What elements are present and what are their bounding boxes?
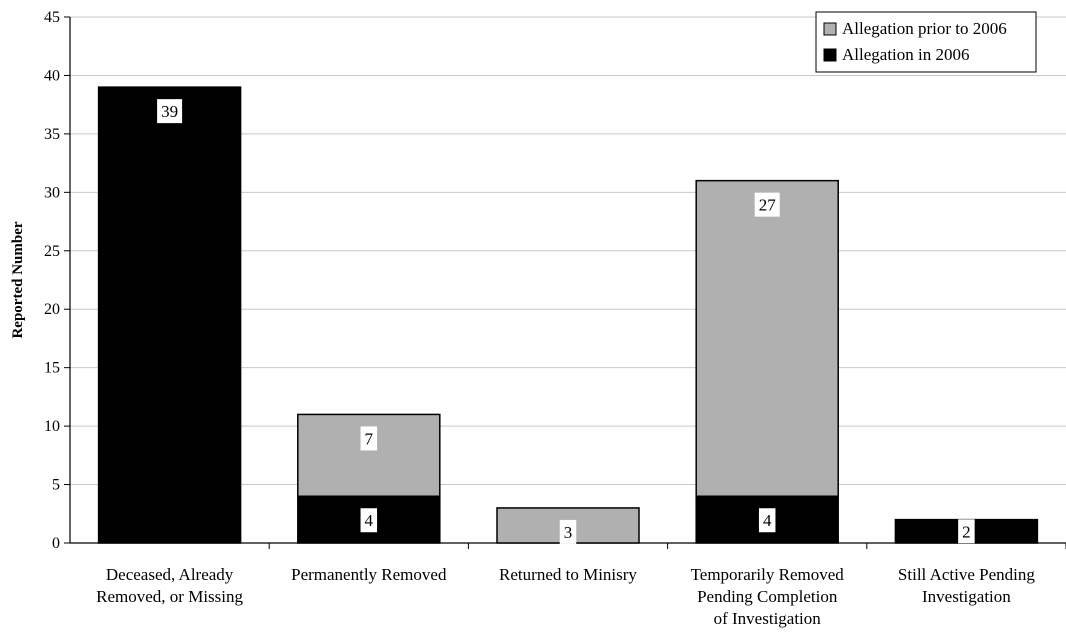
x-category-label: Temporarily Removed: [691, 565, 845, 584]
x-category-label: Returned to Minisry: [499, 565, 637, 584]
y-tick-label: 40: [44, 67, 60, 84]
data-label: 4: [365, 511, 374, 530]
y-tick-label: 20: [44, 301, 60, 318]
data-label-box: [157, 99, 183, 124]
y-axis-title: Reported Number: [10, 221, 26, 338]
data-label-box: [360, 508, 378, 533]
y-tick-label: 45: [44, 9, 60, 26]
y-tick-label: 15: [44, 360, 60, 377]
y-tick-label: 5: [52, 477, 60, 494]
data-label-box: [758, 508, 776, 533]
x-category-label: Still Active Pending: [898, 565, 1035, 584]
data-label-box: [559, 519, 577, 544]
y-tick-labels: 0 5 10 15 20 25 30 35 40 45: [44, 9, 70, 552]
y-tick-label: 10: [44, 418, 60, 435]
data-label-box: [360, 426, 378, 451]
legend-swatch: [823, 22, 837, 36]
legend-swatch: [823, 48, 837, 62]
legend: Allegation prior to 2006 Allegation in 20…: [815, 11, 1037, 73]
bar-segment: [695, 179, 839, 497]
data-label: 2: [962, 522, 971, 541]
data-label-box: [958, 519, 975, 544]
data-label: 3: [564, 523, 573, 542]
x-category-label: of Investigation: [714, 609, 822, 628]
data-label: 39: [161, 102, 178, 121]
bar-segment: [97, 86, 242, 544]
data-label-box: [754, 192, 780, 217]
legend-label: Allegation prior to 2006: [842, 19, 1007, 38]
data-label: 7: [365, 429, 374, 448]
y-tick-label: 30: [44, 184, 60, 201]
x-category-label: Pending Completion: [697, 587, 838, 606]
x-category-labels: Deceased, Already Removed, or Missing Perm…: [96, 543, 1066, 628]
x-category-label: Removed, or Missing: [96, 587, 243, 606]
y-tick-label: 35: [44, 126, 60, 143]
x-category-label: Investigation: [922, 587, 1011, 606]
data-label: 27: [759, 196, 777, 215]
legend-box: [815, 11, 1037, 73]
y-tick-label: 25: [44, 243, 60, 260]
y-tick-label: 0: [52, 535, 60, 552]
data-label: 4: [763, 511, 772, 530]
bars: 39 4 7 3 4 27 2: [97, 86, 1039, 544]
x-category-label: Deceased, Already: [106, 565, 234, 584]
x-category-label: Permanently Removed: [291, 565, 447, 584]
legend-label: Allegation in 2006: [842, 45, 969, 64]
